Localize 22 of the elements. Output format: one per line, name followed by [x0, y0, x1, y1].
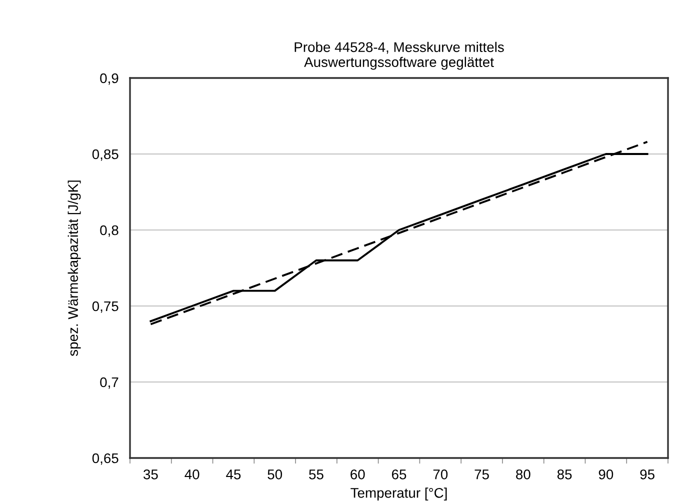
chart-title: Probe 44528-4, Messkurve mittels Auswertungssoftware geglättet: [294, 42, 504, 70]
x-tick-label: 60: [350, 469, 365, 480]
y-tick-label: 0,9: [100, 73, 118, 85]
x-tick-label: 50: [268, 469, 282, 480]
x-tick-label: 45: [226, 470, 241, 480]
x-tick-label: 40: [184, 469, 200, 480]
x-tick-label: 80: [516, 469, 530, 480]
y-axis-title: spez. Wärmekapazität [J/gK]: [68, 180, 81, 356]
x-tick-label: 55: [309, 470, 324, 480]
y-tick-label: 0,85: [92, 149, 118, 161]
y-tick-label: 0,8: [100, 225, 118, 237]
x-tick-label: 75: [474, 470, 489, 480]
x-tick-label: 35: [144, 469, 158, 480]
x-tick-label: 65: [392, 469, 406, 480]
x-tick-label: 70: [433, 469, 448, 480]
y-tick-label: 0,7: [100, 377, 118, 389]
x-axis-title: Temperatur [°C]: [350, 488, 447, 501]
y-tick-label: 0,65: [92, 453, 118, 465]
x-tick-label: 95: [640, 469, 654, 480]
y-tick-label: 0,75: [92, 301, 118, 313]
x-tick-label: 85: [557, 469, 572, 480]
x-tick-label: 90: [598, 469, 614, 480]
